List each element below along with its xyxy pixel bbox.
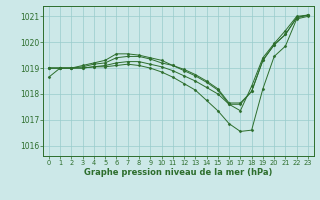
X-axis label: Graphe pression niveau de la mer (hPa): Graphe pression niveau de la mer (hPa) xyxy=(84,168,273,177)
